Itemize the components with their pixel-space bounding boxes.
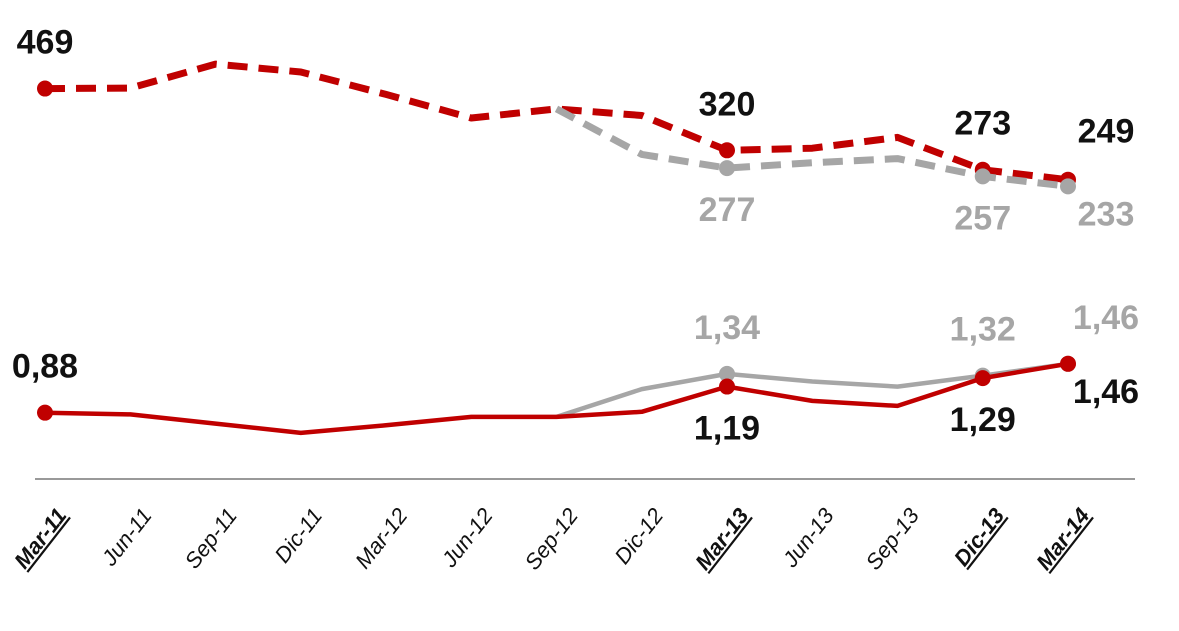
data-label: 233 bbox=[1078, 195, 1135, 233]
x-tick-label: Sep-12 bbox=[520, 503, 583, 574]
series-line bbox=[44, 361, 1069, 436]
data-label: 0,88 bbox=[12, 348, 78, 386]
point-marker bbox=[974, 168, 991, 185]
x-tick-label: Dic-11 bbox=[269, 503, 327, 567]
point-marker bbox=[974, 370, 991, 387]
x-tick-label: Jun-12 bbox=[436, 503, 498, 572]
data-label: 1,19 bbox=[694, 410, 760, 448]
x-tick-label: Mar-14 bbox=[1031, 503, 1094, 574]
x-tick-label: Mar-13 bbox=[690, 503, 753, 574]
x-tick-label: Sep-13 bbox=[861, 503, 925, 575]
x-tick-label: Mar-12 bbox=[350, 503, 412, 573]
x-tick-label: Jun-13 bbox=[777, 503, 839, 573]
data-label: 1,32 bbox=[950, 311, 1016, 349]
point-marker bbox=[1060, 355, 1076, 372]
point-marker bbox=[37, 404, 53, 421]
data-label: 273 bbox=[954, 105, 1011, 143]
series-line bbox=[44, 60, 1069, 184]
data-label: 469 bbox=[17, 24, 74, 62]
data-label: 1,46 bbox=[1073, 299, 1139, 337]
x-tick-label: Dic-13 bbox=[949, 503, 1009, 570]
point-marker bbox=[719, 142, 735, 159]
data-label: 1,34 bbox=[694, 309, 760, 347]
x-tick-label: Sep-11 bbox=[180, 503, 242, 573]
point-marker bbox=[719, 160, 735, 177]
x-tick-label: Jun-11 bbox=[96, 503, 157, 571]
x-tick-label: Mar-11 bbox=[9, 503, 71, 573]
data-label: 257 bbox=[954, 199, 1011, 237]
point-marker bbox=[719, 365, 735, 382]
data-label: 1,46 bbox=[1073, 373, 1139, 411]
data-label: 277 bbox=[699, 191, 756, 229]
point-marker bbox=[37, 80, 53, 97]
data-label: 320 bbox=[699, 85, 756, 123]
data-label: 249 bbox=[1078, 113, 1135, 151]
data-label: 1,29 bbox=[950, 401, 1016, 439]
x-tick-label: Dic-12 bbox=[609, 503, 668, 568]
point-marker bbox=[1060, 178, 1076, 195]
point-marker bbox=[719, 378, 735, 395]
